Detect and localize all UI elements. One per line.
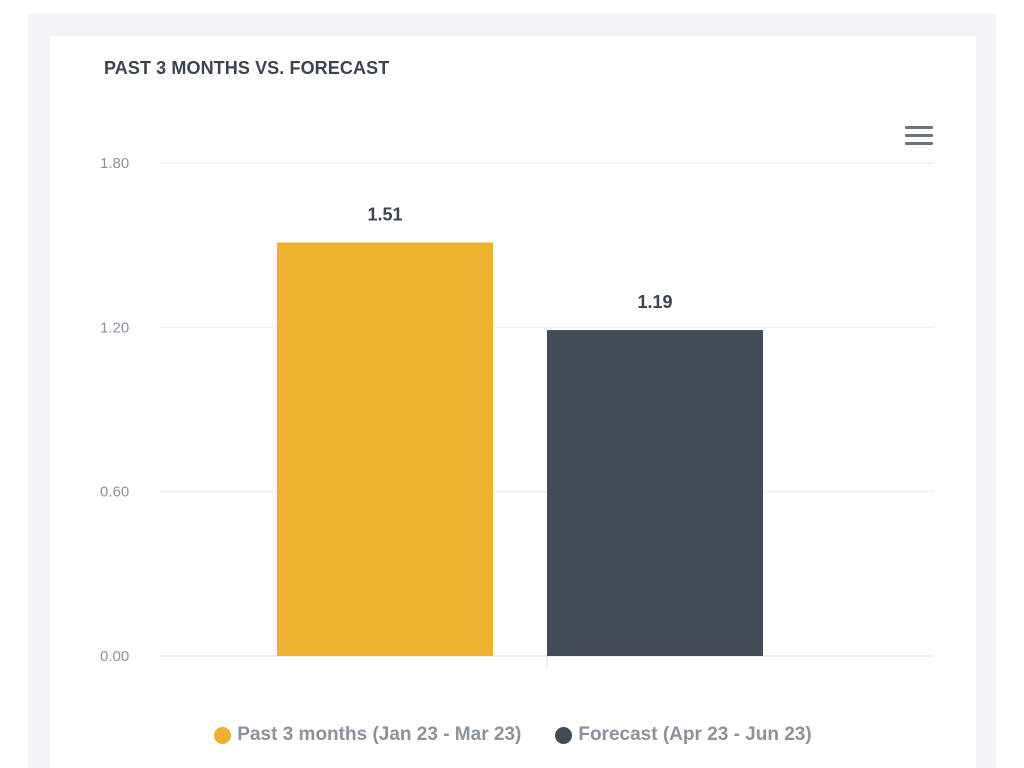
bar-value-label: 1.19 xyxy=(637,292,672,312)
bar[interactable] xyxy=(277,242,493,656)
y-tick-label: 1.80 xyxy=(100,155,129,172)
y-axis: 0.00 0.60 1.20 1.80 xyxy=(100,155,129,665)
hamburger-menu-icon xyxy=(905,125,933,129)
legend-marker-icon xyxy=(555,726,573,744)
y-tick-label: 1.20 xyxy=(100,319,129,336)
hamburger-menu-icon-line xyxy=(905,141,933,145)
legend-item[interactable]: Forecast (Apr 23 - Jun 23) xyxy=(555,724,812,746)
legend-label: Past 3 months (Jan 23 - Mar 23) xyxy=(237,724,522,745)
hamburger-menu-icon-line xyxy=(905,133,933,137)
y-tick-label: 0.60 xyxy=(100,484,129,501)
chart-card: PAST 3 MONTHS VS. FORECAST 0.00 0.60 1.20 1… xyxy=(50,36,976,768)
data-labels: 1.51 1.19 xyxy=(367,204,672,312)
bar[interactable] xyxy=(547,330,763,656)
chart-menu-button[interactable] xyxy=(902,120,936,150)
chart-title: PAST 3 MONTHS VS. FORECAST xyxy=(104,58,390,78)
legend: Past 3 months (Jan 23 - Mar 23) Forecast … xyxy=(50,724,976,746)
legend-marker-icon xyxy=(214,726,232,744)
bar-chart: 0.00 0.60 1.20 1.80 1.51 1.19 xyxy=(100,155,934,668)
bars xyxy=(277,242,763,656)
page-background: PAST 3 MONTHS VS. FORECAST 0.00 0.60 1.20 1… xyxy=(28,14,996,768)
y-tick-label: 0.00 xyxy=(100,648,129,665)
bar-value-label: 1.51 xyxy=(367,204,402,224)
legend-label: Forecast (Apr 23 - Jun 23) xyxy=(578,724,812,745)
legend-item[interactable]: Past 3 months (Jan 23 - Mar 23) xyxy=(214,724,521,746)
